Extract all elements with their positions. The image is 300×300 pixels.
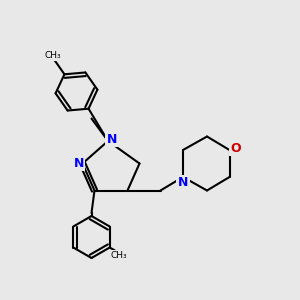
- Text: N: N: [74, 157, 84, 170]
- Text: N: N: [178, 176, 188, 189]
- Text: O: O: [230, 142, 241, 155]
- Text: N: N: [106, 133, 117, 146]
- Text: CH₃: CH₃: [110, 251, 127, 260]
- Text: CH₃: CH₃: [45, 51, 61, 60]
